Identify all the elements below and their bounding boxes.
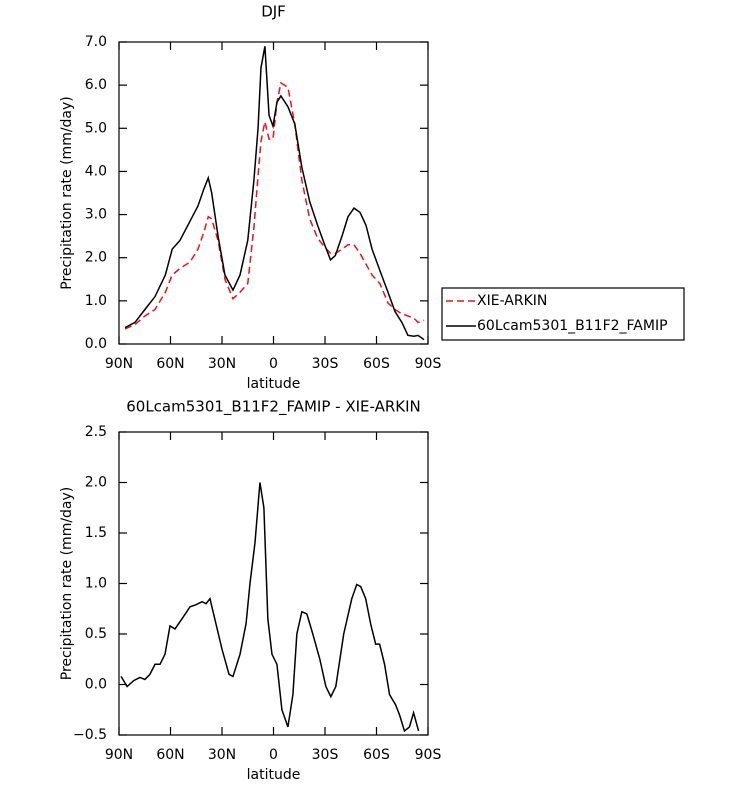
chart-title: DJF	[261, 3, 286, 21]
y-axis-label: Precipitation rate (mm/day)	[59, 96, 75, 290]
y-tick-label: 2.0	[85, 475, 107, 491]
plot-frame	[118, 431, 429, 736]
x-tick-label: 0	[269, 356, 278, 372]
y-tick-label: 1.0	[85, 576, 107, 592]
x-tick-label: 30N	[208, 747, 236, 763]
x-tick-label: 30S	[312, 747, 339, 763]
x-axis-label: latitude	[247, 376, 301, 392]
y-tick-label: 4.0	[85, 163, 107, 179]
x-tick-label: 60S	[363, 356, 390, 372]
y-tick-label: 7.0	[85, 34, 107, 50]
plot-frame	[118, 41, 429, 345]
series-line	[124, 46, 425, 341]
y-tick-label: 2.5	[85, 424, 107, 440]
y-tick-label: 3.0	[85, 207, 107, 223]
y-tick-label: 2.0	[85, 250, 107, 266]
y-tick-label: 0.0	[85, 677, 107, 693]
x-tick-label: 30S	[312, 356, 339, 372]
y-tick-label: 6.0	[85, 77, 107, 93]
x-tick-label: 90N	[105, 356, 133, 372]
x-tick-label: 60S	[363, 747, 390, 763]
x-tick-label: 90N	[105, 747, 133, 763]
legend-label: 60Lcam5301_B11F2_FAMIP	[477, 318, 668, 334]
x-tick-label: 60N	[156, 747, 184, 763]
y-tick-label: −0.5	[73, 727, 107, 743]
y-tick-label: 0.5	[85, 626, 107, 642]
y-axis-label: Precipitation rate (mm/day)	[59, 487, 75, 681]
series-line	[120, 482, 420, 733]
x-tick-label: 30N	[208, 356, 236, 372]
x-axis-label: latitude	[247, 767, 301, 783]
x-tick-label: 90S	[415, 356, 442, 372]
x-tick-label: 90S	[415, 747, 442, 763]
legend-label: XIE-ARKIN	[477, 293, 547, 309]
y-tick-label: 5.0	[85, 120, 107, 136]
y-tick-label: 0.0	[85, 336, 107, 352]
y-tick-label: 1.0	[85, 293, 107, 309]
chart-title: 60Lcam5301_B11F2_FAMIP - XIE-ARKIN	[126, 398, 421, 417]
legend-box	[441, 287, 685, 341]
y-tick-label: 1.5	[85, 525, 107, 541]
x-tick-label: 60N	[156, 356, 184, 372]
x-tick-label: 0	[269, 747, 278, 763]
